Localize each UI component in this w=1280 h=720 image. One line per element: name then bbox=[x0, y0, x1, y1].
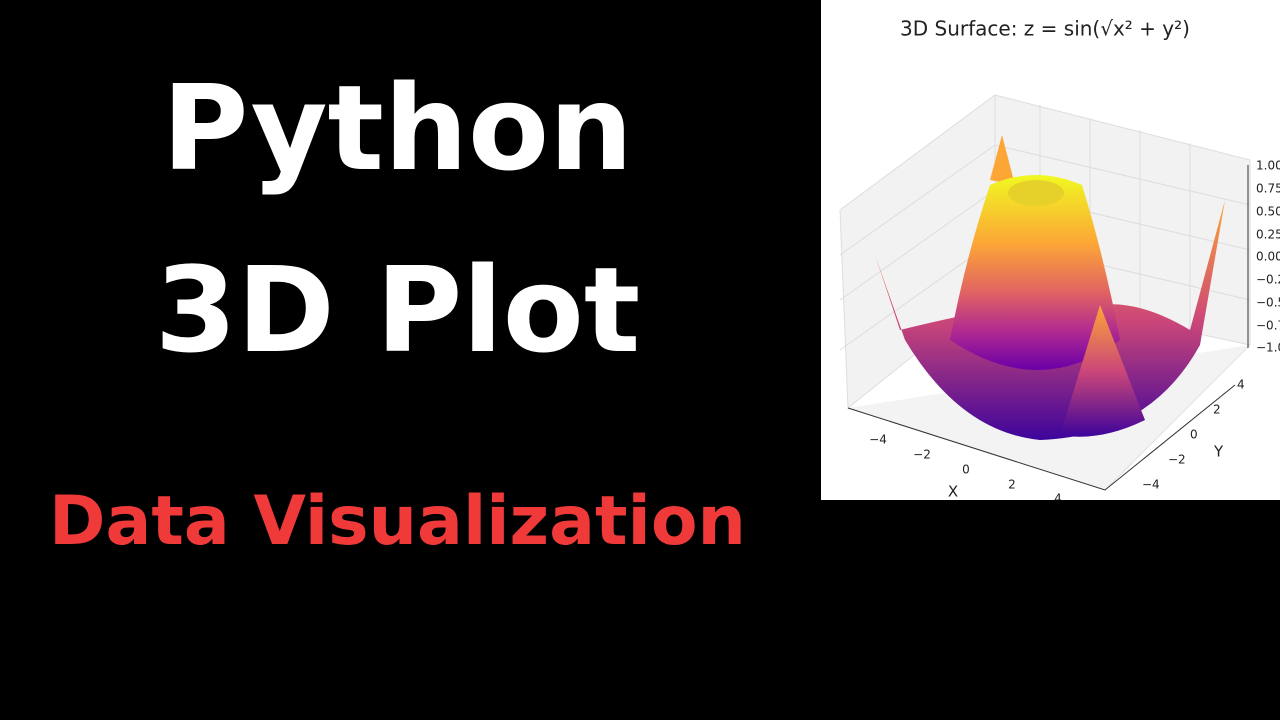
z-tick-label: 0.25 bbox=[1256, 228, 1280, 242]
y-tick-label: 2 bbox=[1213, 403, 1221, 417]
x-tick-label: 0 bbox=[962, 463, 970, 477]
z-tick-label: −0.50 bbox=[1256, 296, 1280, 310]
headline: Python bbox=[161, 59, 634, 197]
x-tick-label: 4 bbox=[1054, 492, 1062, 501]
subtitle: Data Visualization bbox=[49, 482, 746, 561]
x-tick-label: −2 bbox=[913, 448, 931, 462]
y-tick-label: 4 bbox=[1237, 378, 1245, 392]
z-tick-label: 0.00 bbox=[1256, 250, 1280, 264]
z-tick-label: −0.75 bbox=[1256, 319, 1280, 333]
x-tick-label: 2 bbox=[1008, 478, 1016, 492]
surface bbox=[875, 135, 1225, 440]
y-axis-label: Y bbox=[1213, 443, 1224, 461]
headline: 3D Plot bbox=[154, 241, 641, 379]
axis-lines bbox=[847, 165, 1249, 491]
z-tick-label: 0.50 bbox=[1256, 205, 1280, 219]
z-tick-label: 0.75 bbox=[1256, 182, 1280, 196]
x-axis-label: X bbox=[948, 483, 958, 501]
figure-title: 3D Surface: z = sin(√x² + y²) bbox=[900, 17, 1190, 41]
z-tick-label: −1.00 bbox=[1256, 341, 1280, 355]
y-tick-label: 0 bbox=[1190, 428, 1198, 442]
z-tick-label: −0.25 bbox=[1256, 273, 1280, 287]
plot-image: 3D Surface: z = sin(√x² + y²) −4 −2 0 2 … bbox=[821, 0, 1280, 500]
y-tick-label: −4 bbox=[1142, 478, 1160, 492]
x-tick-label: −4 bbox=[869, 433, 887, 447]
y-tick-label: −2 bbox=[1168, 453, 1186, 467]
z-tick-label: 1.00 bbox=[1256, 159, 1280, 173]
